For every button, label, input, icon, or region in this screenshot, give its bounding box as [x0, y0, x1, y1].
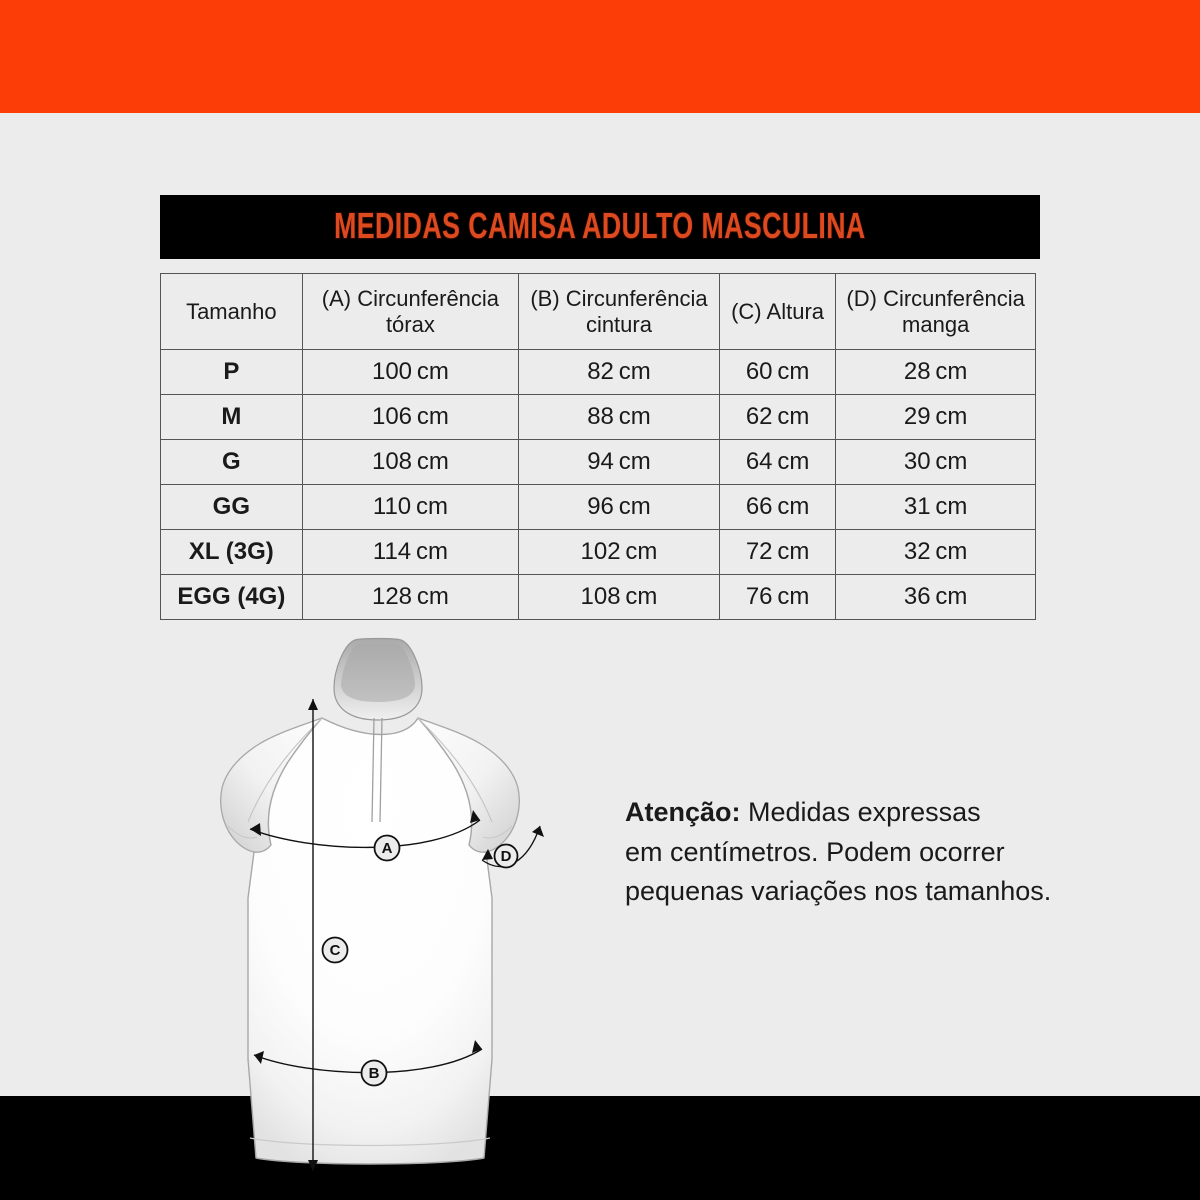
svg-text:D: D: [501, 848, 512, 865]
svg-text:A: A: [382, 840, 393, 857]
svg-text:C: C: [330, 942, 341, 959]
svg-text:B: B: [369, 1065, 380, 1082]
